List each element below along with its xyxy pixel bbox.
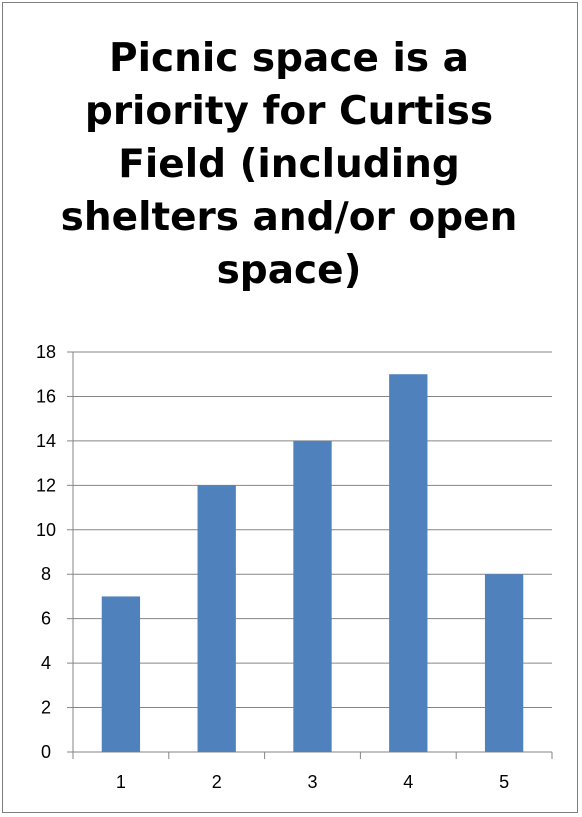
y-tick-label: 16 <box>36 386 56 406</box>
x-tick-label: 4 <box>403 772 413 792</box>
bar <box>101 596 141 752</box>
chart-title-line: Picnic space is a <box>109 36 469 81</box>
x-tick-label: 1 <box>116 772 126 792</box>
chart-title-line: shelters and/or open <box>60 195 518 240</box>
bar <box>484 574 524 752</box>
x-tick-label: 5 <box>499 772 509 792</box>
bar <box>293 440 332 752</box>
y-tick-label: 0 <box>41 742 51 762</box>
bar <box>389 374 428 752</box>
x-tick-label: 2 <box>212 772 222 792</box>
y-tick-label: 4 <box>41 653 51 673</box>
y-tick-label: 8 <box>41 564 51 584</box>
y-tick-label: 6 <box>41 609 51 629</box>
y-tick-label: 2 <box>41 698 51 718</box>
chart-title-line: priority for Curtiss <box>84 89 494 134</box>
y-tick-label: 14 <box>36 431 56 451</box>
x-tick-label: 3 <box>307 772 317 792</box>
y-tick-label: 12 <box>36 475 56 495</box>
bar <box>197 485 236 752</box>
y-tick-label: 18 <box>36 342 56 362</box>
chart-title-line: space) <box>216 248 362 293</box>
chart-title-line: Field (including <box>118 142 460 187</box>
chart-title: Picnic space is a priority for Curtiss F… <box>0 32 578 297</box>
y-tick-label: 10 <box>36 520 56 540</box>
